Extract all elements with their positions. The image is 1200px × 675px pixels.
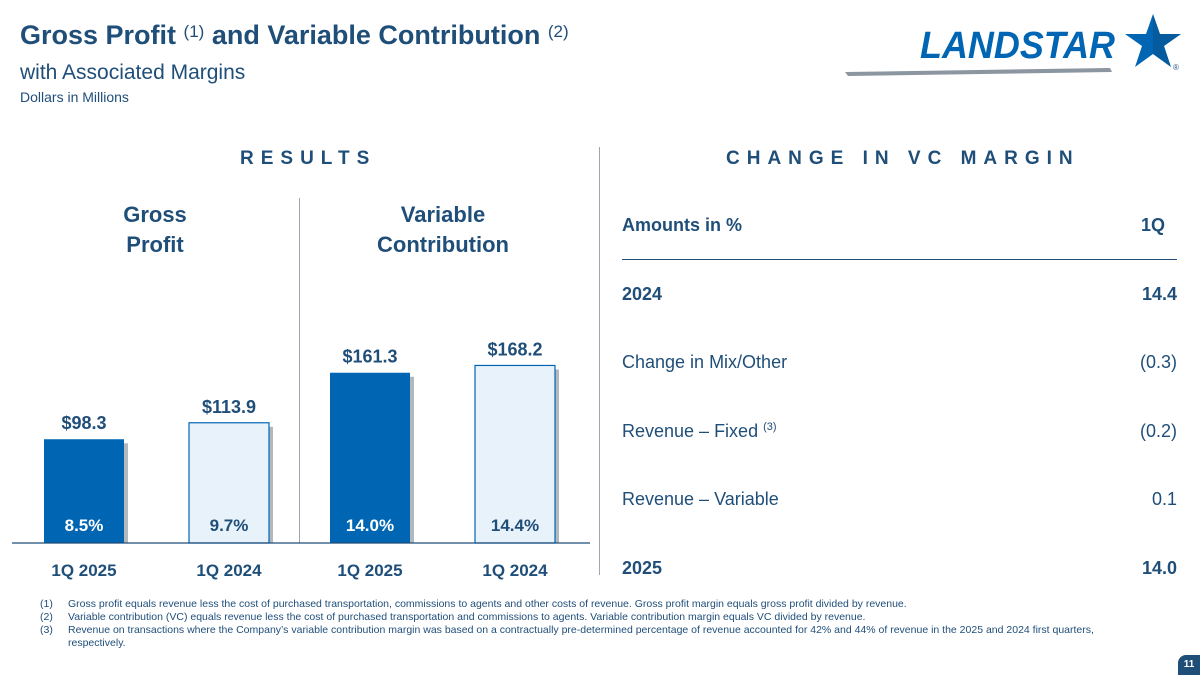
table-row: Revenue – Variable 0.1 [622, 489, 1177, 509]
category-label: 1Q 2024 [482, 561, 548, 580]
bar-margin-label: 8.5% [65, 516, 104, 535]
table-row: Change in Mix/Other (0.3) [622, 352, 1177, 372]
title-footnote-2: (2) [547, 22, 569, 41]
gross-profit-label: Gross Profit [123, 202, 187, 257]
table-row: 2025 14.0 [622, 558, 1177, 578]
footnote-ref: (3) [763, 421, 777, 433]
bar [474, 364, 556, 544]
quarter-header: 1Q [1140, 215, 1165, 235]
footnotes: (1) Gross profit equals revenue less the… [40, 598, 1140, 650]
chart-group-divider [299, 198, 300, 543]
logo-text: LANDSTAR [920, 25, 1116, 67]
footnote-1: (1) Gross profit equals revenue less the… [40, 598, 907, 610]
bar [44, 439, 124, 543]
category-label: 1Q 2025 [337, 561, 402, 580]
bar-margin-label: 14.4% [491, 516, 539, 535]
results-bar-chart: $98.3 8.5% 1Q 2025 $113.9 9.7% 1Q 2024 $161.3 1… [12, 339, 590, 580]
landstar-logo: LANDSTAR ® [845, 14, 1181, 76]
bar-value-label: $98.3 [61, 413, 106, 433]
bar-value-label: $113.9 [202, 397, 256, 417]
bar-value-label: $161.3 [342, 347, 397, 367]
bar-margin-label: 9.7% [210, 516, 249, 535]
slide-subtitle: with Associated Margins [20, 61, 246, 84]
table-row: Revenue – Fixed (3) (0.2) [622, 421, 1177, 441]
category-label: 1Q 2024 [196, 561, 262, 580]
units-label: Dollars in Millions [20, 89, 129, 105]
results-heading: RESULTS [240, 148, 377, 169]
logo-swoosh [845, 68, 1112, 76]
bar-value-label: $168.2 [487, 339, 542, 359]
table-row: 2024 14.4 [622, 284, 1177, 304]
vc-table-header: Amounts in % 1Q [622, 215, 1177, 245]
amounts-header: Amounts in % [622, 215, 742, 235]
logo-registered-mark: ® [1173, 63, 1179, 72]
slide-title: Gross Profit (1) and Variable Contributi… [20, 20, 569, 51]
table-header-rule [622, 259, 1177, 260]
variable-contribution-label: Variable Contribution [377, 202, 509, 257]
bar-margin-label: 14.0% [346, 516, 394, 535]
footnote-2: (2) Variable contribution (VC) equals re… [40, 611, 866, 623]
vc-margin-heading: CHANGE IN VC MARGIN [726, 148, 1080, 169]
bar [330, 372, 410, 543]
footnote-3: (3) Revenue on transactions where the Co… [40, 624, 1094, 649]
category-label: 1Q 2025 [51, 561, 116, 580]
page-number: 11 [1178, 655, 1200, 675]
title-footnote-1: (1) [183, 22, 205, 41]
title-part-2: and Variable Contribution [211, 20, 541, 50]
title-part-1: Gross Profit [20, 20, 177, 50]
bar [188, 422, 270, 544]
section-divider [599, 147, 600, 575]
